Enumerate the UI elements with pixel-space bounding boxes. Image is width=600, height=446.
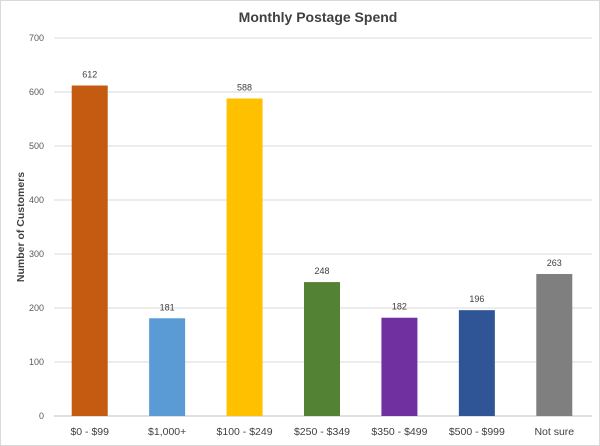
data-label: 181 [160,302,175,312]
x-tick-label: $1,000+ [148,426,186,438]
x-tick-label: Not sure [534,426,574,438]
bar [304,282,340,416]
y-tick-label: 400 [29,195,44,205]
bar [458,310,495,416]
chart-title: Monthly Postage Spend [239,9,398,25]
x-tick-label: $100 - $249 [217,426,273,438]
bar [71,85,108,417]
y-tick-label: 300 [29,249,44,259]
x-tick-label: $250 - $349 [294,426,350,438]
x-tick-label: $350 - $499 [371,426,427,438]
y-tick-label: 500 [29,141,44,151]
data-label: 196 [469,294,484,304]
bar [381,317,418,416]
y-tick-label: 600 [29,87,44,97]
data-label: 588 [237,82,252,92]
y-tick-label: 0 [39,411,44,421]
y-axis-label: Number of Customers [15,172,27,282]
data-label: 612 [82,70,97,80]
y-tick-label: 700 [29,33,44,43]
x-tick-label: $500 - $999 [449,426,505,438]
x-tick-label: $0 - $99 [70,426,109,438]
data-label: 263 [547,258,562,268]
bar [226,98,263,416]
bar [149,318,186,416]
bar [536,273,573,416]
y-tick-label: 100 [29,357,44,367]
data-label: 182 [392,302,407,312]
y-tick-label: 200 [29,303,44,313]
data-label: 248 [314,266,329,276]
